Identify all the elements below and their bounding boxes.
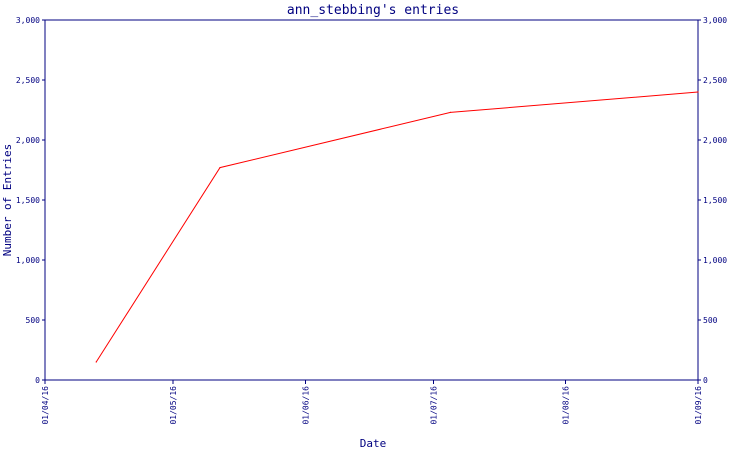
y-tick-label-right: 1,000 [703, 256, 727, 265]
y-axis-left: 0 500 1,000 1,500 2,000 2,500 3,000 [16, 16, 45, 385]
y-tick-label-left: 2,500 [16, 76, 40, 85]
x-tick-label: 01/06/16 [301, 386, 310, 425]
x-tick-label: 01/05/16 [169, 386, 178, 425]
y-tick-label-left: 500 [26, 316, 41, 325]
x-tick-label: 01/04/16 [41, 386, 50, 425]
y-tick-label-right: 500 [703, 316, 718, 325]
plot-frame [44, 19, 699, 381]
x-tick-label: 01/09/16 [694, 386, 703, 425]
chart-title: ann_stebbing's entries [287, 3, 459, 18]
x-tick-label: 01/07/16 [429, 386, 438, 425]
x-axis-label: Date [360, 437, 387, 450]
y-tick-label-left: 2,000 [16, 136, 40, 145]
y-axis-right: 0 500 1,000 1,500 2,000 2,500 3,000 [698, 16, 727, 385]
data-point [697, 91, 699, 93]
y-tick-label-right: 0 [703, 376, 708, 385]
x-axis: 01/04/16 01/05/16 01/06/16 01/07/16 01/08/16… [41, 380, 703, 425]
data-point [219, 167, 221, 169]
y-tick-label-left: 1,000 [16, 256, 40, 265]
y-tick-label-right: 2,500 [703, 76, 727, 85]
series-layer [95, 91, 699, 363]
data-point [95, 361, 97, 363]
y-axis-label: Number of Entries [1, 144, 14, 257]
y-tick-label-right: 3,000 [703, 16, 727, 25]
series-line [95, 91, 699, 363]
data-point [449, 111, 452, 113]
y-tick-label-right: 1,500 [703, 196, 727, 205]
y-tick-label-left: 0 [35, 376, 40, 385]
x-tick-label: 01/08/16 [562, 386, 571, 425]
y-tick-label-left: 1,500 [16, 196, 40, 205]
y-tick-label-left: 3,000 [16, 16, 40, 25]
y-tick-label-right: 2,000 [703, 136, 727, 145]
